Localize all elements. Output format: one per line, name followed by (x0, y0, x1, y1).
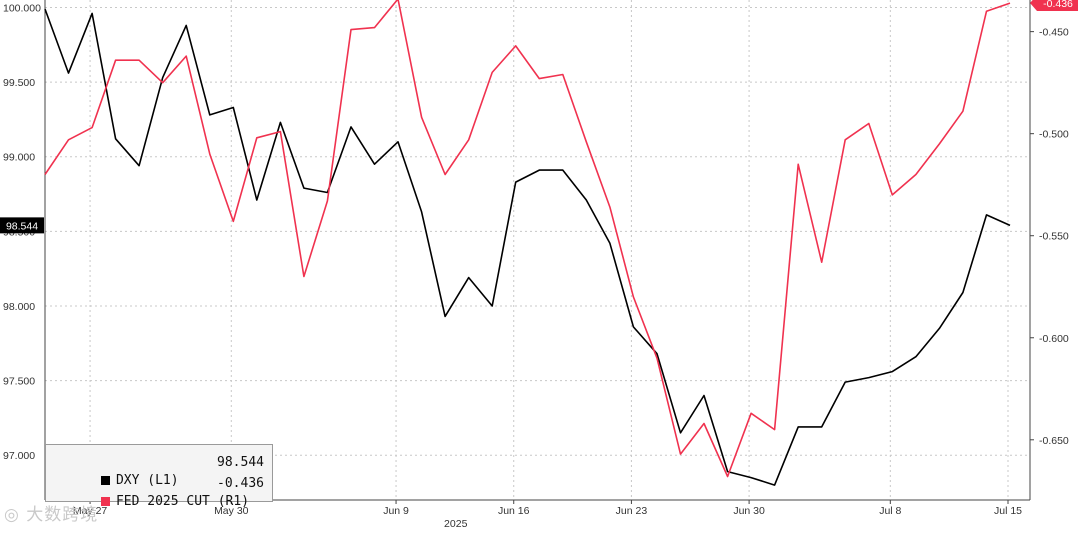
last-value-tag-dxy: 98.544 (6, 220, 38, 232)
y-left-tick-label: 97.000 (3, 450, 35, 462)
watermark-text: 大数跨境 (26, 505, 99, 525)
watermark: ◎ 大数跨境 (4, 500, 98, 525)
x-tick-label: Jun 16 (498, 505, 530, 517)
legend-value-dxy: 98.544 (217, 455, 264, 470)
legend-value-fed-cut: -0.436 (217, 476, 264, 491)
last-value-tag-fed-cut: -0.436 (1043, 0, 1073, 10)
legend-item-dxy: DXY (L1) (54, 454, 179, 488)
x-tick-label: May 27 (73, 505, 108, 517)
legend-swatch-fed-cut (100, 497, 110, 506)
x-tick-label: Jun 9 (383, 505, 409, 517)
last-value-tag-fed-cut-bg (1030, 0, 1078, 12)
watermark-logo-icon: ◎ (4, 505, 20, 525)
x-year-label: 2025 (444, 518, 468, 529)
y-left-tick-label: 98.000 (3, 301, 35, 313)
legend-item-fed-cut: FED 2025 CUT (R1) (54, 475, 249, 509)
y-left-tick-label: 97.500 (3, 376, 35, 388)
legend-label-dxy: DXY (L1) (115, 473, 179, 488)
series-line-dxy (44, 8, 1011, 486)
y-right-tick-label: -0.450 (1039, 27, 1069, 39)
y-right-tick-label: -0.500 (1039, 129, 1069, 141)
chart-legend: DXY (L1) 98.544 FED 2025 CUT (R1) -0.436 (45, 444, 273, 509)
y-left-tick-label: 100.000 (3, 2, 41, 14)
x-tick-label: Jun 23 (616, 505, 648, 517)
y-right-tick-label: -0.600 (1039, 333, 1069, 345)
last-value-tag-dxy-bg (0, 217, 44, 234)
y-left-tick-label: 99.500 (3, 77, 35, 89)
series-line-fed-cut (44, 0, 1011, 478)
legend-label-fed-cut: FED 2025 CUT (R1) (115, 494, 250, 509)
legend-swatch-dxy (100, 476, 110, 485)
y-right-tick-label: -0.550 (1039, 231, 1069, 243)
y-right-tick-label: -0.650 (1039, 435, 1069, 447)
x-tick-label: Jun 30 (733, 505, 765, 517)
y-left-tick-label: 99.000 (3, 152, 35, 164)
x-tick-label: Jul 15 (994, 505, 1022, 517)
x-tick-label: Jul 8 (879, 505, 901, 517)
x-tick-label: May 30 (214, 505, 249, 517)
